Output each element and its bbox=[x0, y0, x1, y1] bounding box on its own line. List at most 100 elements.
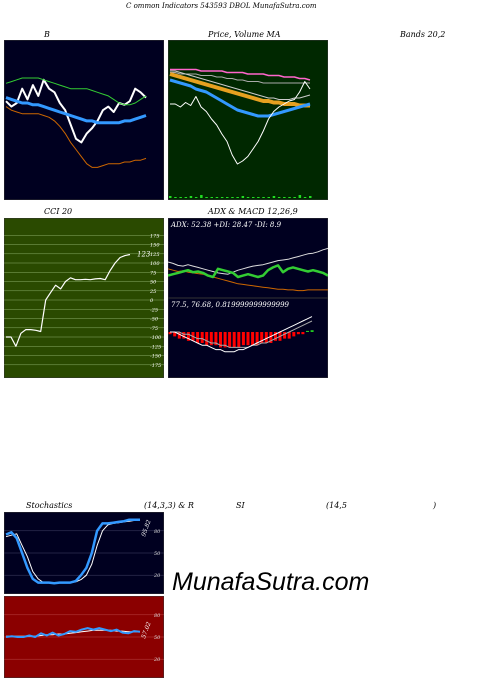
volume-bar bbox=[169, 196, 172, 198]
volume-bar bbox=[277, 197, 281, 198]
adx-minus_di-line bbox=[168, 264, 328, 279]
stoch-params-label: (14,3,3) & R bbox=[144, 501, 194, 510]
price-volume-ma-label: Price, Volume MA bbox=[208, 30, 281, 39]
adx-values-text: ADX: 52.38 +DI: 28.47 -DI: 8.9 bbox=[170, 221, 282, 229]
volume-bar bbox=[246, 197, 250, 198]
pv-ma_white1-line bbox=[170, 70, 311, 100]
macd-histogram-bar bbox=[173, 332, 177, 337]
volume-bar bbox=[189, 196, 193, 198]
cci-last-value: 123 bbox=[137, 251, 151, 259]
macd-histogram-bar bbox=[228, 332, 232, 348]
cci-tick-label: -50 bbox=[150, 317, 159, 323]
cci-tick-label: 50 bbox=[150, 280, 157, 286]
volume-bar bbox=[220, 197, 224, 198]
macd-panel: 77.5, 76.68, 0.819999999999999 bbox=[168, 298, 328, 378]
volume-bar bbox=[179, 197, 182, 198]
cci-tick-label: -150 bbox=[150, 354, 162, 360]
cci-label: CCI 20 bbox=[44, 207, 73, 216]
rsi-line bbox=[5, 627, 141, 638]
cci-tick-label: 175 bbox=[150, 233, 160, 239]
macd-histogram-bar bbox=[223, 332, 227, 348]
volume-bar bbox=[272, 196, 276, 198]
cci-tick-label: -175 bbox=[150, 363, 161, 369]
stoch-tick-label: 80 bbox=[154, 529, 161, 535]
macd-histogram-bar bbox=[168, 332, 172, 335]
macd-histogram-bar bbox=[287, 332, 291, 339]
bb-lower-line bbox=[5, 106, 147, 168]
bands-right-label: Bands 20,2 bbox=[400, 30, 446, 39]
volume-bar bbox=[231, 197, 234, 198]
volume-bar bbox=[252, 197, 255, 198]
macd-histogram-bar bbox=[310, 330, 314, 332]
rsi-close-paren: ) bbox=[433, 501, 437, 510]
volume-bar bbox=[241, 196, 245, 198]
cci-tick-label: 0 bbox=[150, 298, 154, 304]
macd-histogram-bar bbox=[200, 332, 204, 343]
rsi-tick-label: 50 bbox=[154, 635, 161, 641]
cci-tick-label: 125 bbox=[150, 252, 160, 258]
macd-histogram-bar bbox=[251, 332, 255, 346]
stoch-tick-label: 20 bbox=[153, 573, 161, 579]
pv-close-line bbox=[170, 81, 311, 165]
macd-histogram-bar bbox=[274, 332, 277, 341]
volume-bar bbox=[262, 197, 265, 198]
rsi-params-label: (14,5 bbox=[326, 501, 347, 510]
volume-bar bbox=[257, 197, 260, 198]
macd-histogram-bar bbox=[196, 332, 200, 343]
volume-bar bbox=[288, 197, 291, 198]
rsi-label: SI bbox=[236, 501, 245, 510]
macd-histogram-bar bbox=[186, 332, 190, 341]
macd-histogram-bar bbox=[232, 332, 236, 348]
macd-histogram-bar bbox=[219, 332, 222, 348]
volume-bar bbox=[236, 197, 239, 198]
volume-bar bbox=[205, 197, 208, 198]
macd-histogram-bar bbox=[283, 332, 287, 339]
volume-bar bbox=[303, 197, 307, 198]
macd-histogram-bar bbox=[260, 332, 264, 343]
cci-tick-label: -25 bbox=[150, 307, 158, 313]
volume-bar bbox=[174, 197, 177, 198]
macd-values-text: 77.5, 76.68, 0.819999999999999 bbox=[171, 301, 290, 309]
cci-tick-label: 75 bbox=[150, 270, 156, 276]
volume-bar bbox=[200, 195, 203, 198]
volume-bar bbox=[267, 197, 270, 198]
adx-background bbox=[168, 218, 328, 298]
page-header-text: ommon Indicators 543593 DBOL MunafaSutra… bbox=[133, 2, 317, 10]
cci-line bbox=[6, 253, 131, 347]
volume-bar bbox=[194, 197, 198, 198]
adx-macd-label: ADX & MACD 12,26,9 bbox=[208, 207, 298, 216]
adx-panel: ADX: 52.38 +DI: 28.47 -DI: 8.9 bbox=[168, 218, 328, 298]
macd-histogram-bar bbox=[292, 332, 296, 337]
macd-histogram-bar bbox=[296, 332, 300, 335]
macd-line bbox=[170, 316, 313, 353]
cci-tick-label: -75 bbox=[150, 326, 158, 332]
pv-ma_white2-line bbox=[170, 72, 310, 84]
price-volume-ma-panel bbox=[168, 40, 328, 200]
volume-bar bbox=[283, 197, 286, 198]
volume-bar bbox=[184, 197, 188, 198]
rsi-tick-label: 80 bbox=[154, 613, 161, 619]
cci-tick-label: 150 bbox=[150, 243, 160, 249]
page-header-initial: C bbox=[126, 2, 132, 10]
stoch-tick-label: 50 bbox=[154, 551, 161, 557]
cci-tick-label: -100 bbox=[150, 335, 162, 341]
volume-bar bbox=[298, 195, 302, 198]
macd-histogram-bar bbox=[264, 332, 268, 343]
cci-background bbox=[4, 218, 164, 378]
macd-histogram-bar bbox=[214, 332, 218, 346]
volume-bar bbox=[215, 197, 219, 198]
volume-bar bbox=[226, 197, 229, 198]
macd-histogram-bar bbox=[306, 330, 309, 332]
macd-histogram-bar bbox=[182, 332, 186, 339]
stoch-k-line bbox=[5, 518, 140, 585]
bands-b-label: B bbox=[44, 30, 50, 39]
volume-bar bbox=[210, 197, 213, 198]
pv-ma_blue-line bbox=[169, 78, 311, 118]
rsi-tick-label: 20 bbox=[153, 657, 161, 663]
price-volume-background bbox=[168, 40, 328, 200]
macd-histogram-bar bbox=[255, 332, 259, 346]
volume-bar bbox=[293, 197, 296, 198]
page-header: C ommon Indicators 543593 DBOL MunafaSut… bbox=[126, 2, 317, 10]
